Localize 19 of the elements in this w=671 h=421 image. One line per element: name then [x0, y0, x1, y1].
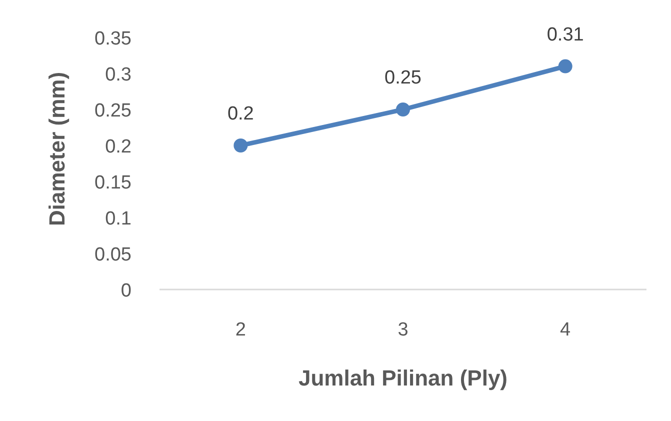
x-axis-title: Jumlah Pilinan (Ply): [298, 366, 508, 390]
point: [396, 102, 410, 116]
y-axis-title: Diameter (mm): [44, 72, 70, 226]
point: [558, 59, 572, 74]
x-tick-label: 4: [560, 320, 572, 340]
y-tick-label: 0.15: [94, 172, 132, 194]
y-tick-label: 0.35: [94, 28, 132, 50]
y-tick-label: 0.2: [105, 136, 132, 158]
y-tick-label: 0: [120, 280, 132, 302]
x-tick-label: 3: [398, 320, 408, 340]
data-label: 0.2: [227, 104, 254, 124]
data-label: 0.25: [384, 68, 422, 88]
y-tick-label: 0.05: [94, 244, 132, 266]
y-tick-label: 0.1: [105, 208, 132, 230]
y-tick-label: 0.25: [94, 100, 132, 122]
x-tick-label: 2: [235, 320, 246, 340]
data-label: 0.31: [546, 24, 584, 46]
point: [234, 138, 248, 152]
y-tick-label: 0.3: [105, 64, 132, 86]
